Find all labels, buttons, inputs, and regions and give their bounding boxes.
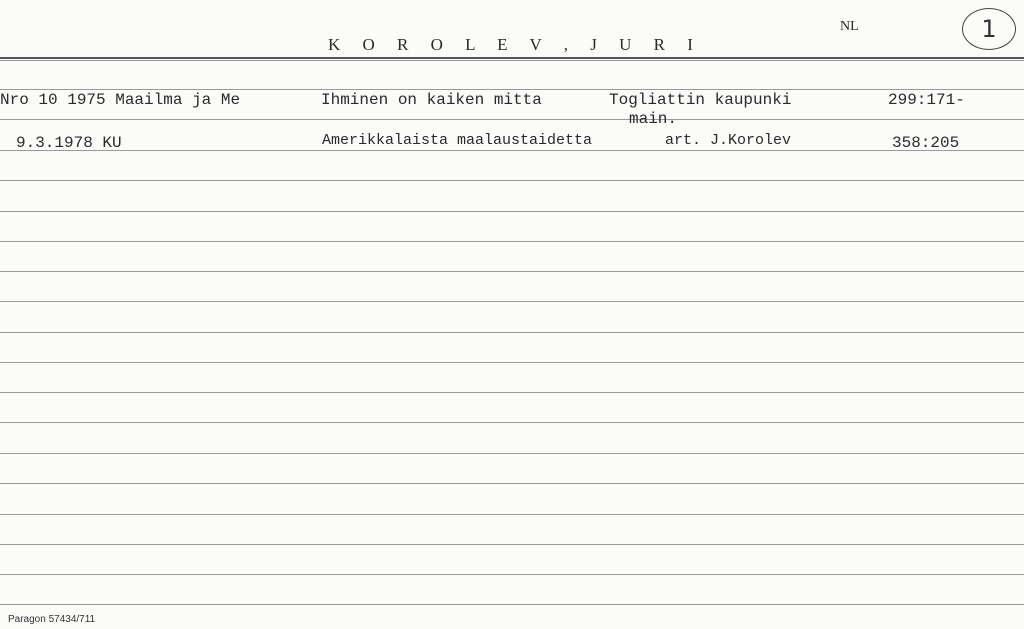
entry-source: Nro 10 1975 Maailma ja Me [0,91,241,109]
rule [0,453,1024,454]
card-footer: Paragon 57434/711 [8,614,96,625]
entry-source: 9.3.1978 KU [16,134,122,152]
card-name: K O R O L E V , J U R I [328,35,702,54]
rule [0,422,1024,423]
rule [0,574,1024,575]
rule [0,362,1024,363]
rule [0,483,1024,484]
entry-title: Amerikkalaista maalaustaidetta [322,132,593,149]
rule [0,514,1024,515]
entry-note: Togliattin kaupunki [609,91,792,109]
entry-note-line2: main. [629,110,678,128]
rule [0,211,1024,212]
card-code: NL [840,19,859,34]
rule [0,271,1024,272]
rule [0,544,1024,545]
entry-ref: 299:171- [888,91,965,109]
rule [0,60,1024,61]
rule [0,180,1024,181]
rule [0,392,1024,393]
rule [0,119,1024,120]
header-rule [0,57,1024,59]
card-number: 1 [962,8,1016,50]
rule [0,332,1024,333]
rule [0,89,1024,90]
entry-title: Ihminen on kaiken mitta [321,91,542,109]
rule [0,150,1024,151]
entry-note: art. J.Korolev [665,132,792,149]
entry-ref: 358:205 [892,134,960,152]
rule [0,301,1024,302]
rule [0,241,1024,242]
rule [0,604,1024,605]
